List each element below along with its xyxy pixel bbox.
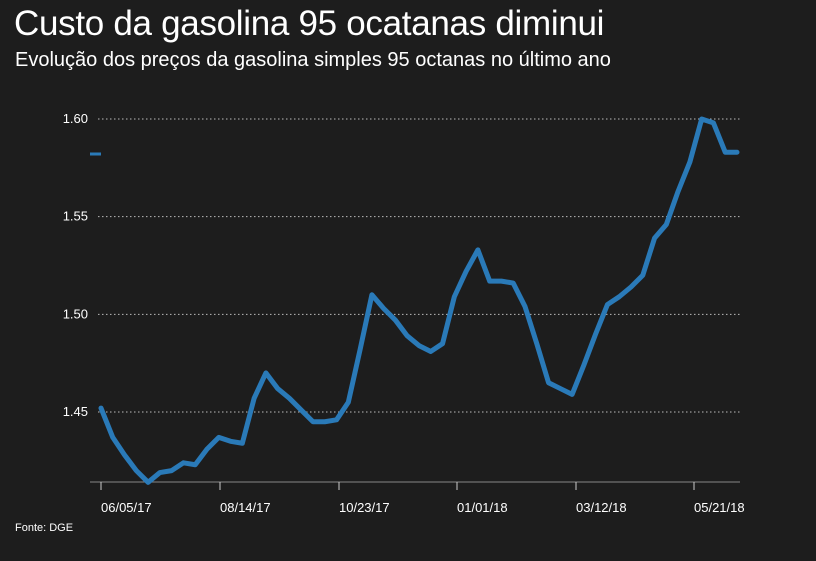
chart-subtitle: Evolução dos preços da gasolina simples …: [15, 49, 611, 71]
chart-title: Custo da gasolina 95 ocatanas diminui: [14, 4, 605, 43]
x-tick-label: 03/12/18: [576, 500, 627, 515]
x-tick-label: 08/14/17: [220, 500, 271, 515]
source-note: Fonte: DGE: [15, 522, 74, 534]
series-line: [98, 116, 740, 485]
x-tick-label: 10/23/17: [339, 500, 390, 515]
y-tick-label: 1.60: [63, 111, 88, 126]
x-tick-label: 01/01/18: [457, 500, 508, 515]
y-tick-label: 1.55: [63, 209, 88, 224]
x-tick-label: 06/05/17: [101, 500, 152, 515]
y-tick-label: 1.45: [63, 404, 88, 419]
y-tick-label: 1.50: [63, 306, 88, 321]
x-axis-ticks: 06/05/17 08/14/17 10/23/17 01/01/18 03/12/18…: [100, 482, 745, 515]
x-tick-label: 05/21/18: [694, 500, 745, 515]
series-layer: [98, 116, 740, 485]
grid-lines: [98, 118, 740, 413]
y-axis-ticks: 1.45 1.50 1.55 1.60: [63, 111, 88, 419]
